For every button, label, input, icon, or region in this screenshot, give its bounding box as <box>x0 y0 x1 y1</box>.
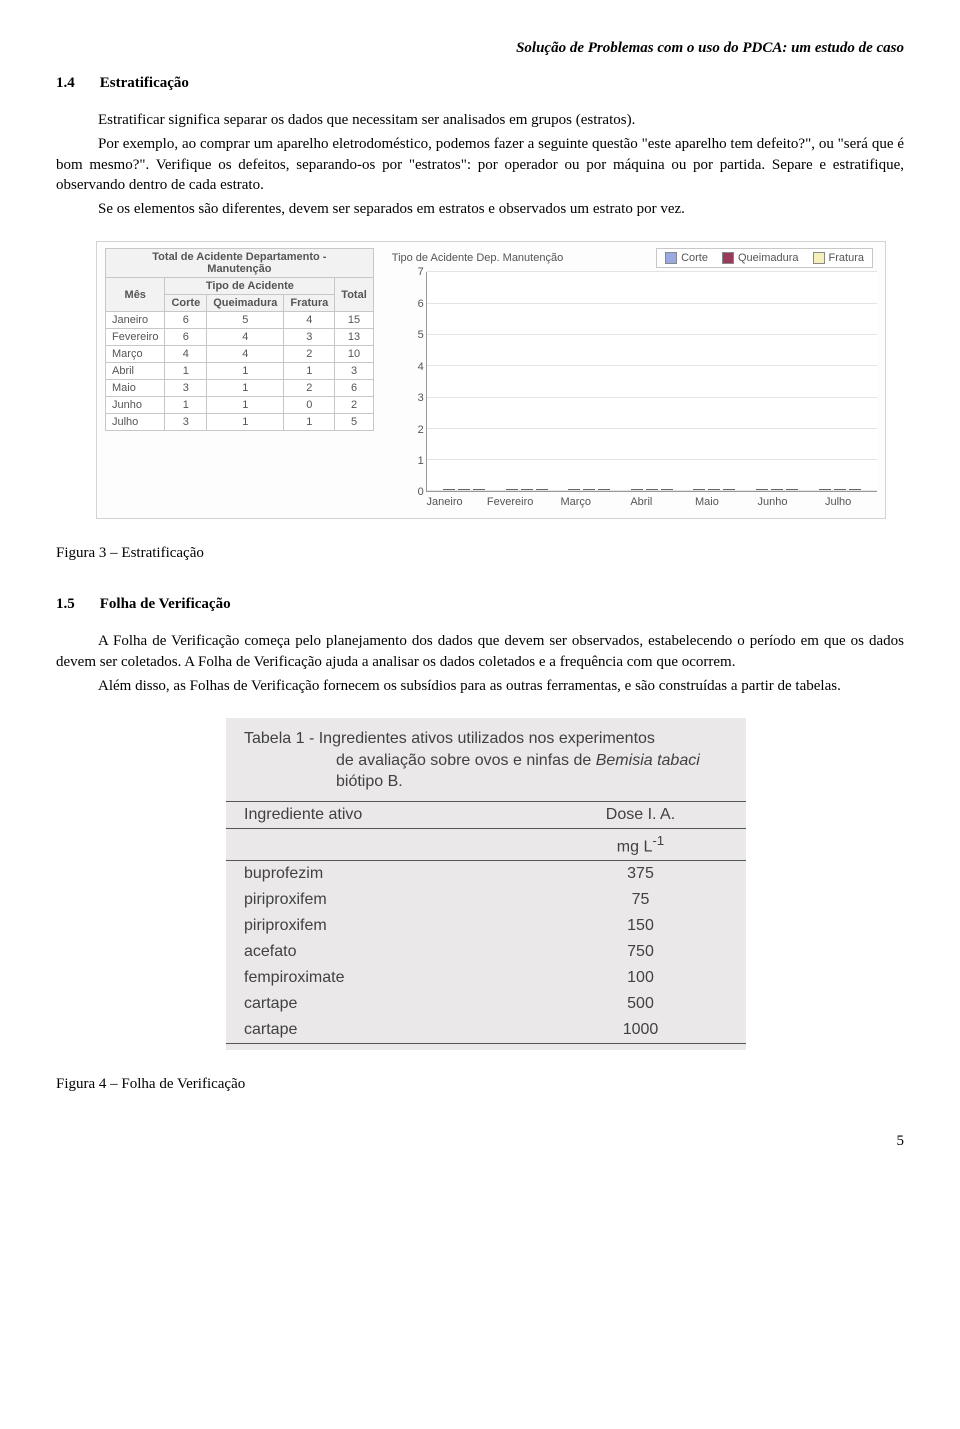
tabela1-wrap: Tabela 1 - Ingredientes ativos utilizado… <box>226 718 746 1050</box>
figure-caption-1: Figura 3 – Estratificação <box>56 545 904 562</box>
figure-estratificacao: Total de Acidente Departamento -Manutenç… <box>56 241 904 562</box>
paragraph: Por exemplo, ao comprar um aparelho elet… <box>56 134 904 195</box>
chart-title: Tipo de Acidente Dep. Manutenção <box>392 252 563 264</box>
chart-x-axis: JaneiroFevereiroMarçoAbrilMaioJunhoJulho <box>392 492 877 508</box>
chart-legend: CorteQueimaduraFratura <box>656 248 873 268</box>
section-number-1: 1.4 <box>56 75 96 92</box>
paragraph: Além disso, as Folhas de Verificação for… <box>56 676 904 696</box>
paragraph: A Folha de Verificação começa pelo plane… <box>56 631 904 672</box>
chart-y-axis: 01234567 <box>412 272 426 492</box>
figure-folha-verificacao: Tabela 1 - Ingredientes ativos utilizado… <box>56 718 904 1093</box>
section-title-1: Estratificação <box>100 75 189 91</box>
section-number-2: 1.5 <box>56 596 96 613</box>
paragraph: Se os elementos são diferentes, devem se… <box>56 199 904 219</box>
tabela1: Ingrediente ativoDose I. A.mg L-1buprofe… <box>226 801 746 1044</box>
paragraph: Estratificar significa separar os dados … <box>56 110 904 130</box>
tabela1-title: Tabela 1 - Ingredientes ativos utilizado… <box>226 728 746 801</box>
page-number: 5 <box>56 1133 904 1150</box>
section-heading-1: 1.4 Estratificação <box>56 75 904 92</box>
section-title-2: Folha de Verificação <box>100 596 231 612</box>
chart-plot <box>426 272 877 492</box>
accident-chart: Tipo de Acidente Dep. Manutenção CorteQu… <box>392 248 877 508</box>
section-heading-2: 1.5 Folha de Verificação <box>56 596 904 613</box>
accident-table: Total de Acidente Departamento -Manutenç… <box>105 248 374 431</box>
figure-caption-2: Figura 4 – Folha de Verificação <box>56 1076 904 1093</box>
accident-table-wrap: Total de Acidente Departamento -Manutenç… <box>105 248 374 508</box>
running-header: Solução de Problemas com o uso do PDCA: … <box>56 40 904 57</box>
